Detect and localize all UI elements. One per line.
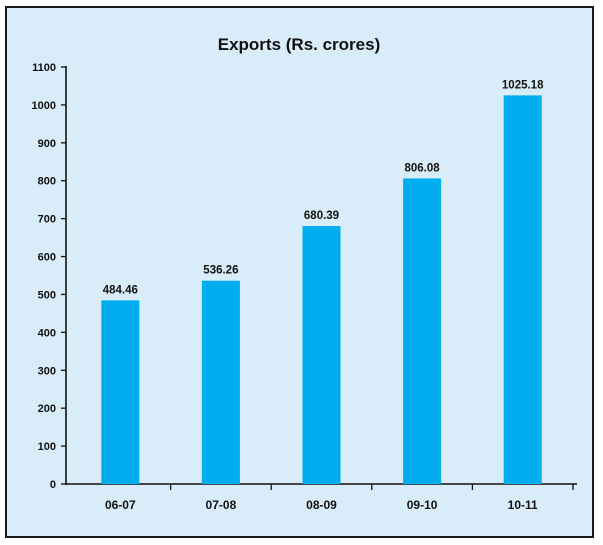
x-tick-label: 06-07 bbox=[105, 498, 136, 512]
y-tick-label: 900 bbox=[38, 138, 56, 150]
x-tick-label: 09-10 bbox=[407, 498, 438, 512]
y-tick-label: 400 bbox=[38, 327, 56, 339]
y-tick-label: 1100 bbox=[32, 62, 56, 74]
x-tick-label: 08-09 bbox=[306, 498, 337, 512]
x-tick-label: 10-11 bbox=[508, 498, 538, 512]
chart-frame: Exports (Rs. crores) 0 100 200 300 400 500 600… bbox=[5, 6, 594, 538]
y-tick-label: 100 bbox=[38, 441, 56, 453]
y-tick-label: 200 bbox=[38, 403, 56, 415]
data-label: 484.46 bbox=[103, 284, 138, 296]
chart-title: Exports (Rs. crores) bbox=[218, 35, 381, 54]
x-tick-label: 07-08 bbox=[206, 498, 237, 512]
y-tick-label: 600 bbox=[38, 252, 56, 264]
y-tick-label: 300 bbox=[38, 365, 56, 377]
y-tick-label: 800 bbox=[38, 176, 56, 188]
data-label: 536.26 bbox=[203, 265, 238, 277]
y-tick-label: 700 bbox=[38, 214, 56, 226]
bar bbox=[101, 300, 140, 484]
bar bbox=[403, 178, 442, 484]
y-tick-label: 1000 bbox=[32, 100, 56, 112]
y-tick-label: 0 bbox=[50, 479, 56, 491]
bar bbox=[201, 280, 240, 484]
bar bbox=[503, 95, 542, 484]
bars bbox=[101, 95, 542, 484]
bar bbox=[302, 226, 341, 484]
exports-bar-chart: Exports (Rs. crores) 0 100 200 300 400 500 600… bbox=[32, 35, 577, 512]
labels: 06-07 484.46 07-08 536.26 08-09 680.39 09-10 80… bbox=[103, 79, 544, 512]
data-label: 806.08 bbox=[405, 162, 441, 174]
data-label: 680.39 bbox=[304, 210, 339, 222]
data-label: 1025.18 bbox=[502, 79, 544, 91]
axes: 0 100 200 300 400 500 600 700 800 900 1000 1100 bbox=[32, 62, 577, 491]
y-tick-label: 500 bbox=[38, 289, 56, 301]
